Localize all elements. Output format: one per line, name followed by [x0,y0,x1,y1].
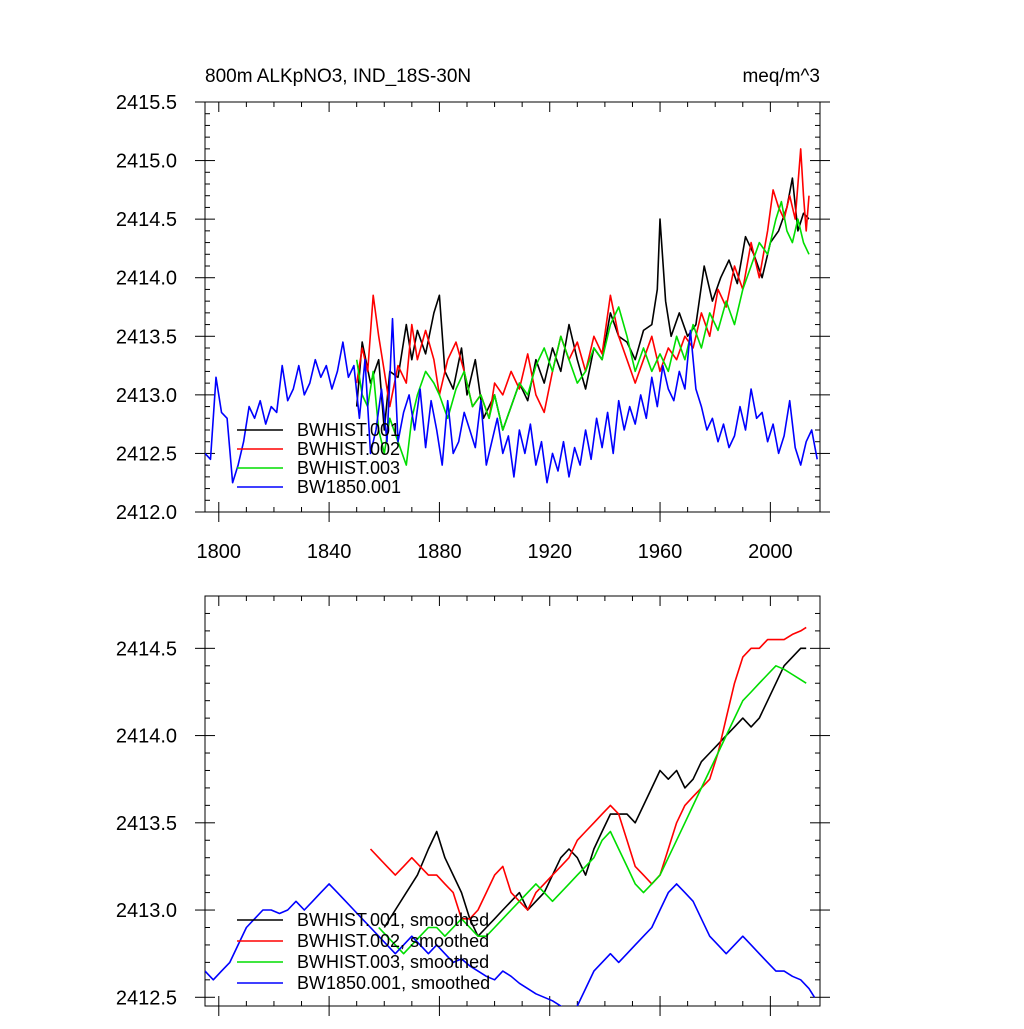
series-line-1 [383,647,807,937]
y-tick-label: 2415.0 [116,151,177,173]
chart-units-label: meq/m^3 [742,66,820,87]
series-line-1 [355,177,810,431]
y-tick-label: 2414.0 [116,268,177,290]
y-tick-label: 2414.0 [116,726,177,748]
legend-label-3: BWHIST.003 [297,458,400,478]
legend-label-3: BWHIST.003, smoothed [297,952,489,972]
series-line-3 [378,665,807,955]
y-tick-label: 2413.0 [116,900,177,922]
bottom-series-group [205,626,816,1006]
y-tick-label: 2414.5 [116,638,177,660]
chart-title-left: 800m ALKpNO3, IND_18S-30N [205,66,471,87]
bottom-plot-frame [204,595,821,1007]
legend-label-2: BWHIST.002, smoothed [297,931,489,951]
top-series-group [205,148,818,484]
y-tick-label: 2413.0 [116,385,177,407]
x-tick-label: 1800 [197,541,242,563]
series-line-3 [355,200,810,466]
top-axis-ticks: 1800 1840 1880 1920 1960 2000 2412.0 2412.5 2413… [116,92,830,563]
top-chart-panel: 1800 1840 1880 1920 1960 2000 2412.0 2412.5 2413… [116,92,830,563]
bottom-chart-panel: 2412.5 2413.0 2413.5 2414.0 2414.5 BWHIST.00… [116,595,830,1016]
x-tick-label: 1840 [307,541,352,563]
bottom-axis-ticks: 2412.5 2413.0 2413.5 2414.0 2414.5 [116,595,830,1016]
y-tick-label: 2413.5 [116,326,177,348]
series-line-4 [205,883,816,1006]
x-tick-label: 1880 [417,541,462,563]
y-tick-label: 2415.5 [116,92,177,114]
x-tick-label: 2000 [748,541,793,563]
y-tick-label: 2413.5 [116,813,177,835]
legend-label-1: BWHIST.001 [297,420,400,440]
legend-label-4: BW1850.001, smoothed [297,973,490,993]
legend-label-4: BW1850.001 [297,477,401,497]
legend-label-1: BWHIST.001, smoothed [297,910,489,930]
series-line-2 [369,626,807,920]
y-tick-label: 2412.5 [116,987,177,1009]
x-tick-label: 1960 [638,541,683,563]
top-plot-frame [204,101,821,513]
y-tick-label: 2412.5 [116,443,177,465]
legend-label-2: BWHIST.002 [297,439,400,459]
y-tick-label: 2414.5 [116,209,177,231]
x-tick-label: 1920 [527,541,572,563]
y-tick-label: 2412.0 [116,502,177,524]
series-line-4 [205,317,818,484]
